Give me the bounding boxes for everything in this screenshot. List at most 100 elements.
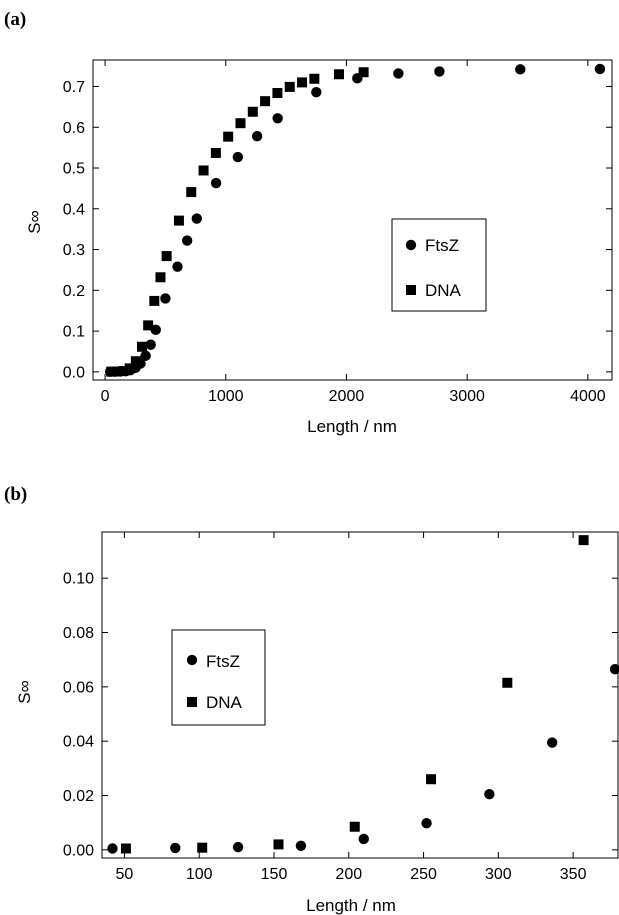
panel-b-legend-box bbox=[171, 629, 266, 726]
panel-b-legend-marker-ftsz bbox=[186, 654, 198, 666]
panel-a-y-tick-label: 0.7 bbox=[63, 79, 85, 96]
panel-a-x-tick-label: 4000 bbox=[570, 388, 606, 405]
panel-b-legend-label-ftsz: FtsZ bbox=[206, 652, 240, 671]
panel-b-ftsz-point bbox=[107, 843, 118, 854]
panel-b-y-tick-label: 0.08 bbox=[63, 625, 94, 642]
panel-a-legend-label-dna: DNA bbox=[425, 281, 462, 300]
panel-a-ftsz-point bbox=[210, 177, 222, 189]
panel-a-dna-point bbox=[260, 96, 271, 107]
panel-b-dna-point bbox=[578, 535, 589, 546]
panel-b-dna-point bbox=[197, 842, 208, 853]
panel-a-legend-label-ftsz: FtsZ bbox=[425, 236, 459, 255]
panel-a-y-tick-label: 0.1 bbox=[63, 324, 85, 341]
panel-a-dna-point bbox=[118, 366, 129, 377]
panel-b-ftsz-point bbox=[295, 840, 307, 851]
panel-a-dna-point bbox=[333, 69, 344, 80]
panel-a-dna-point bbox=[137, 341, 148, 352]
panel-a-dna-point bbox=[235, 118, 246, 129]
panel-b-ftsz-point bbox=[170, 842, 181, 854]
panel-a-ftsz-point bbox=[232, 151, 244, 163]
panel-b-x-tick-label: 50 bbox=[116, 866, 134, 883]
panel-a-x-tick-label: 0 bbox=[101, 388, 110, 405]
panel-a-ftsz-point bbox=[251, 131, 263, 142]
panel-a-dna-point bbox=[112, 366, 123, 377]
panel-a-axis-ticks: 0 1000 2000 3000 4000 0.0 0.1 0.2 0.3 0.4 0.5 0.6 0.… bbox=[63, 60, 612, 405]
panel-a-ftsz-point bbox=[150, 324, 161, 336]
panel-a-ftsz-point bbox=[191, 213, 202, 224]
panel-a-y-tick-label: 0.4 bbox=[63, 201, 85, 218]
panel-a-ftsz-point bbox=[172, 261, 183, 272]
panel-b-ftsz-point bbox=[232, 841, 244, 853]
panel-b-plot-frame bbox=[101, 531, 619, 859]
panel-a-y-tick-label: 0.3 bbox=[63, 242, 85, 259]
panel-a-dna-point bbox=[173, 215, 184, 226]
panel-b-y-tick-label: 0.04 bbox=[63, 734, 94, 751]
panel-b-y-tick-label: 0.02 bbox=[63, 788, 94, 805]
panel-b-legend-label-dna: DNA bbox=[206, 693, 243, 712]
panel-b-x-tick-label: 150 bbox=[261, 866, 288, 883]
panel-b-x-tick-label: 100 bbox=[186, 866, 213, 883]
panel-a-ftsz-point bbox=[145, 339, 156, 350]
panel-a-ftsz-point bbox=[311, 87, 322, 98]
panel-a-dna-point bbox=[149, 295, 160, 306]
panel-b-x-tick-label: 250 bbox=[410, 866, 437, 883]
panel-a-ftsz-point bbox=[393, 68, 404, 79]
panel-b-dna-point bbox=[349, 821, 360, 832]
panel-b-y-tick-label: 0.06 bbox=[63, 679, 94, 696]
panel-b-dna-point bbox=[273, 839, 284, 850]
panel-a-legend-marker-ftsz bbox=[405, 239, 417, 251]
panel-a-ftsz-point bbox=[515, 64, 526, 75]
panel-a-x-tick-label: 1000 bbox=[208, 388, 244, 405]
panel-b-ftsz-point bbox=[546, 737, 558, 748]
panel-a-y-axis-title: S∞ bbox=[25, 210, 44, 233]
panel-a-x-axis-title: Length / nm bbox=[307, 417, 397, 436]
panel-a-ftsz-point bbox=[272, 113, 283, 124]
panel-b-dna-point bbox=[426, 774, 437, 785]
panel-a-ftsz-point bbox=[181, 235, 193, 246]
panel-a-legend-box bbox=[391, 218, 487, 312]
panel-a-y-tick-label: 0.2 bbox=[63, 283, 85, 300]
panel-a-dna-point bbox=[143, 320, 154, 331]
panel-b-ftsz-point bbox=[358, 833, 369, 845]
panel-a-dna-point bbox=[247, 106, 258, 117]
panel-a-ftsz-point bbox=[594, 63, 606, 75]
panel-a-dna-point bbox=[155, 272, 166, 283]
panel-a-chart: (a) 0 1000 2000 3000 40000.00.10.20.30.40.50… bbox=[4, 9, 613, 436]
panel-b-ftsz-point bbox=[484, 788, 495, 800]
panel-b-dna-point bbox=[120, 843, 131, 854]
panel-a-ftsz-point bbox=[434, 66, 445, 77]
panel-a-dna-point bbox=[186, 187, 197, 198]
panel-b-ftsz-point bbox=[609, 663, 619, 675]
panel-b-y-axis-title: S∞ bbox=[15, 680, 34, 703]
panel-a-plot-frame bbox=[92, 59, 613, 381]
panel-a-ftsz-point bbox=[140, 350, 151, 361]
panel-a-data-points bbox=[104, 63, 606, 377]
panel-a-ftsz-point bbox=[160, 293, 171, 304]
panel-a-dna-point bbox=[210, 147, 221, 158]
panel-a-dna-point bbox=[223, 131, 234, 142]
panel-a-dna-point bbox=[284, 81, 295, 92]
panel-b-label: (b) bbox=[4, 484, 27, 505]
panel-a-dna-point bbox=[198, 165, 209, 176]
panel-a-y-tick-label: 0.0 bbox=[63, 364, 85, 381]
panel-a-x-tick-label: 2000 bbox=[329, 388, 365, 405]
panel-b-axis-ticks: 50 100 150 200 250 300 350 0.00 0.02 0.04 0.06 0.08… bbox=[63, 532, 618, 883]
panel-a-dna-point bbox=[272, 88, 283, 99]
panel-b-chart: (b) 50 100 150 200 250 300 350 0.00 0.02 0.04 0.06… bbox=[4, 484, 619, 915]
panel-b-ftsz-point bbox=[421, 818, 432, 829]
panel-a-dna-point bbox=[106, 366, 117, 377]
panel-a-dna-point bbox=[130, 356, 141, 367]
panel-a-y-tick-label: 0.6 bbox=[63, 120, 85, 137]
panel-a-dna-point bbox=[358, 67, 369, 78]
panel-a-legend: FtsZ DNA bbox=[391, 218, 487, 312]
panel-b-y-tick-label: 0.00 bbox=[63, 842, 94, 859]
panel-a-dna-point bbox=[297, 77, 308, 88]
panel-b-x-tick-label: 200 bbox=[335, 866, 362, 883]
panel-a-dna-point bbox=[161, 251, 172, 262]
panel-a-dna-point bbox=[124, 363, 135, 374]
panel-b-data-points bbox=[107, 535, 619, 854]
panel-b-x-tick-label: 350 bbox=[560, 866, 587, 883]
panel-a-dna-point bbox=[309, 73, 320, 84]
panel-a-label: (a) bbox=[4, 9, 26, 30]
